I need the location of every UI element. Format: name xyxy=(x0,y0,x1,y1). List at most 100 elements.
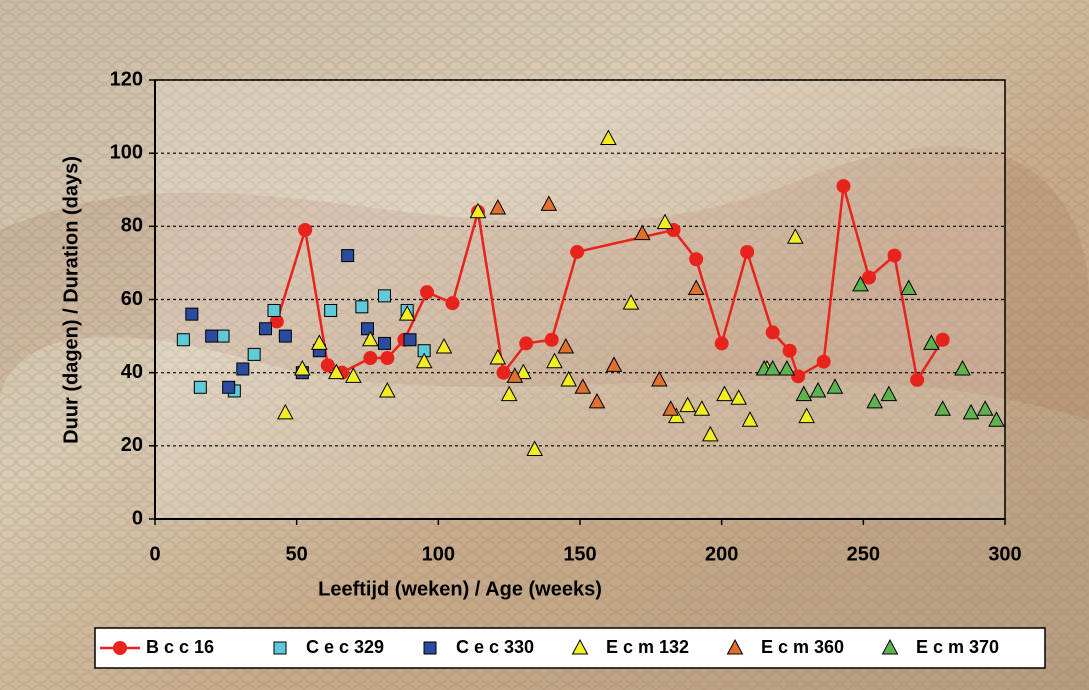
point xyxy=(435,337,453,354)
point xyxy=(954,359,971,376)
y-axis-label: Duur (dagen) / Duration (days) xyxy=(60,156,82,444)
point xyxy=(514,363,532,380)
y-tick-label: 20 xyxy=(121,434,143,456)
point xyxy=(791,369,806,384)
point xyxy=(795,385,813,402)
point xyxy=(445,296,460,311)
point xyxy=(826,378,844,394)
point xyxy=(327,363,345,380)
y-tick-label: 60 xyxy=(121,288,143,310)
point xyxy=(361,322,374,336)
point xyxy=(633,224,651,241)
point xyxy=(962,403,980,420)
point xyxy=(588,392,606,409)
point xyxy=(378,289,391,303)
point xyxy=(852,275,869,292)
point xyxy=(716,385,733,402)
point xyxy=(557,337,575,354)
x-tick-label: 250 xyxy=(847,543,880,565)
point xyxy=(403,333,417,347)
point xyxy=(816,354,831,369)
point xyxy=(278,329,292,343)
point xyxy=(740,244,755,259)
point xyxy=(809,381,827,398)
point xyxy=(922,334,940,350)
point xyxy=(764,359,782,376)
point xyxy=(526,440,544,456)
point xyxy=(540,195,558,211)
point xyxy=(267,303,281,317)
point xyxy=(324,303,338,317)
point xyxy=(544,332,559,347)
point xyxy=(862,270,876,285)
point xyxy=(380,351,395,366)
legend-text: E c m 370 xyxy=(916,637,999,657)
point xyxy=(500,385,518,402)
point xyxy=(782,343,797,358)
point xyxy=(887,248,902,263)
legend-marker xyxy=(726,638,744,655)
x-axis-label: Leeftijd (weken) / Age (weeks) xyxy=(318,578,602,600)
point xyxy=(506,367,524,383)
point xyxy=(415,352,433,369)
point xyxy=(176,333,190,347)
point xyxy=(662,400,680,416)
x-tick-label: 50 xyxy=(286,543,308,565)
point xyxy=(935,332,950,347)
point xyxy=(693,400,711,416)
background-band xyxy=(0,146,1089,420)
x-tick-label: 0 xyxy=(149,543,160,565)
y-tick-label: 100 xyxy=(110,141,143,163)
point xyxy=(519,336,534,351)
point xyxy=(786,228,804,244)
point xyxy=(193,380,207,394)
point xyxy=(276,403,294,420)
point xyxy=(310,334,328,350)
x-tick-label: 300 xyxy=(988,543,1021,565)
point xyxy=(910,372,925,387)
point xyxy=(341,249,355,263)
point xyxy=(622,294,640,310)
point xyxy=(934,400,952,416)
legend-box xyxy=(94,627,1046,669)
point xyxy=(560,370,578,387)
legend-marker xyxy=(113,641,127,655)
point xyxy=(687,279,705,296)
point xyxy=(489,348,507,365)
point xyxy=(574,378,592,394)
y-tick-label: 0 xyxy=(132,507,143,529)
point xyxy=(741,411,759,427)
point xyxy=(570,244,585,259)
point xyxy=(378,336,391,350)
legend-marker xyxy=(571,638,589,655)
point xyxy=(378,381,396,398)
legend-text: C e c 330 xyxy=(456,637,534,657)
point xyxy=(650,370,668,387)
point xyxy=(355,300,369,314)
legend-text: E c m 360 xyxy=(761,637,844,657)
point xyxy=(361,330,379,347)
point xyxy=(866,392,884,409)
point xyxy=(363,351,378,366)
point xyxy=(765,325,780,340)
point xyxy=(298,222,313,237)
legend-marker xyxy=(881,638,899,655)
point xyxy=(689,252,704,267)
point xyxy=(546,352,563,369)
point xyxy=(420,285,434,300)
legend-text: C e c 329 xyxy=(306,637,384,657)
point xyxy=(976,400,994,416)
x-tick-label: 200 xyxy=(705,543,738,565)
point xyxy=(293,359,311,376)
point xyxy=(599,129,617,146)
point xyxy=(900,279,918,296)
legend-marker xyxy=(423,641,437,655)
point xyxy=(798,407,816,424)
point xyxy=(679,396,697,413)
point xyxy=(344,367,362,383)
point xyxy=(205,329,219,343)
x-tick-label: 100 xyxy=(422,543,455,565)
point xyxy=(496,365,511,380)
point xyxy=(320,358,335,373)
